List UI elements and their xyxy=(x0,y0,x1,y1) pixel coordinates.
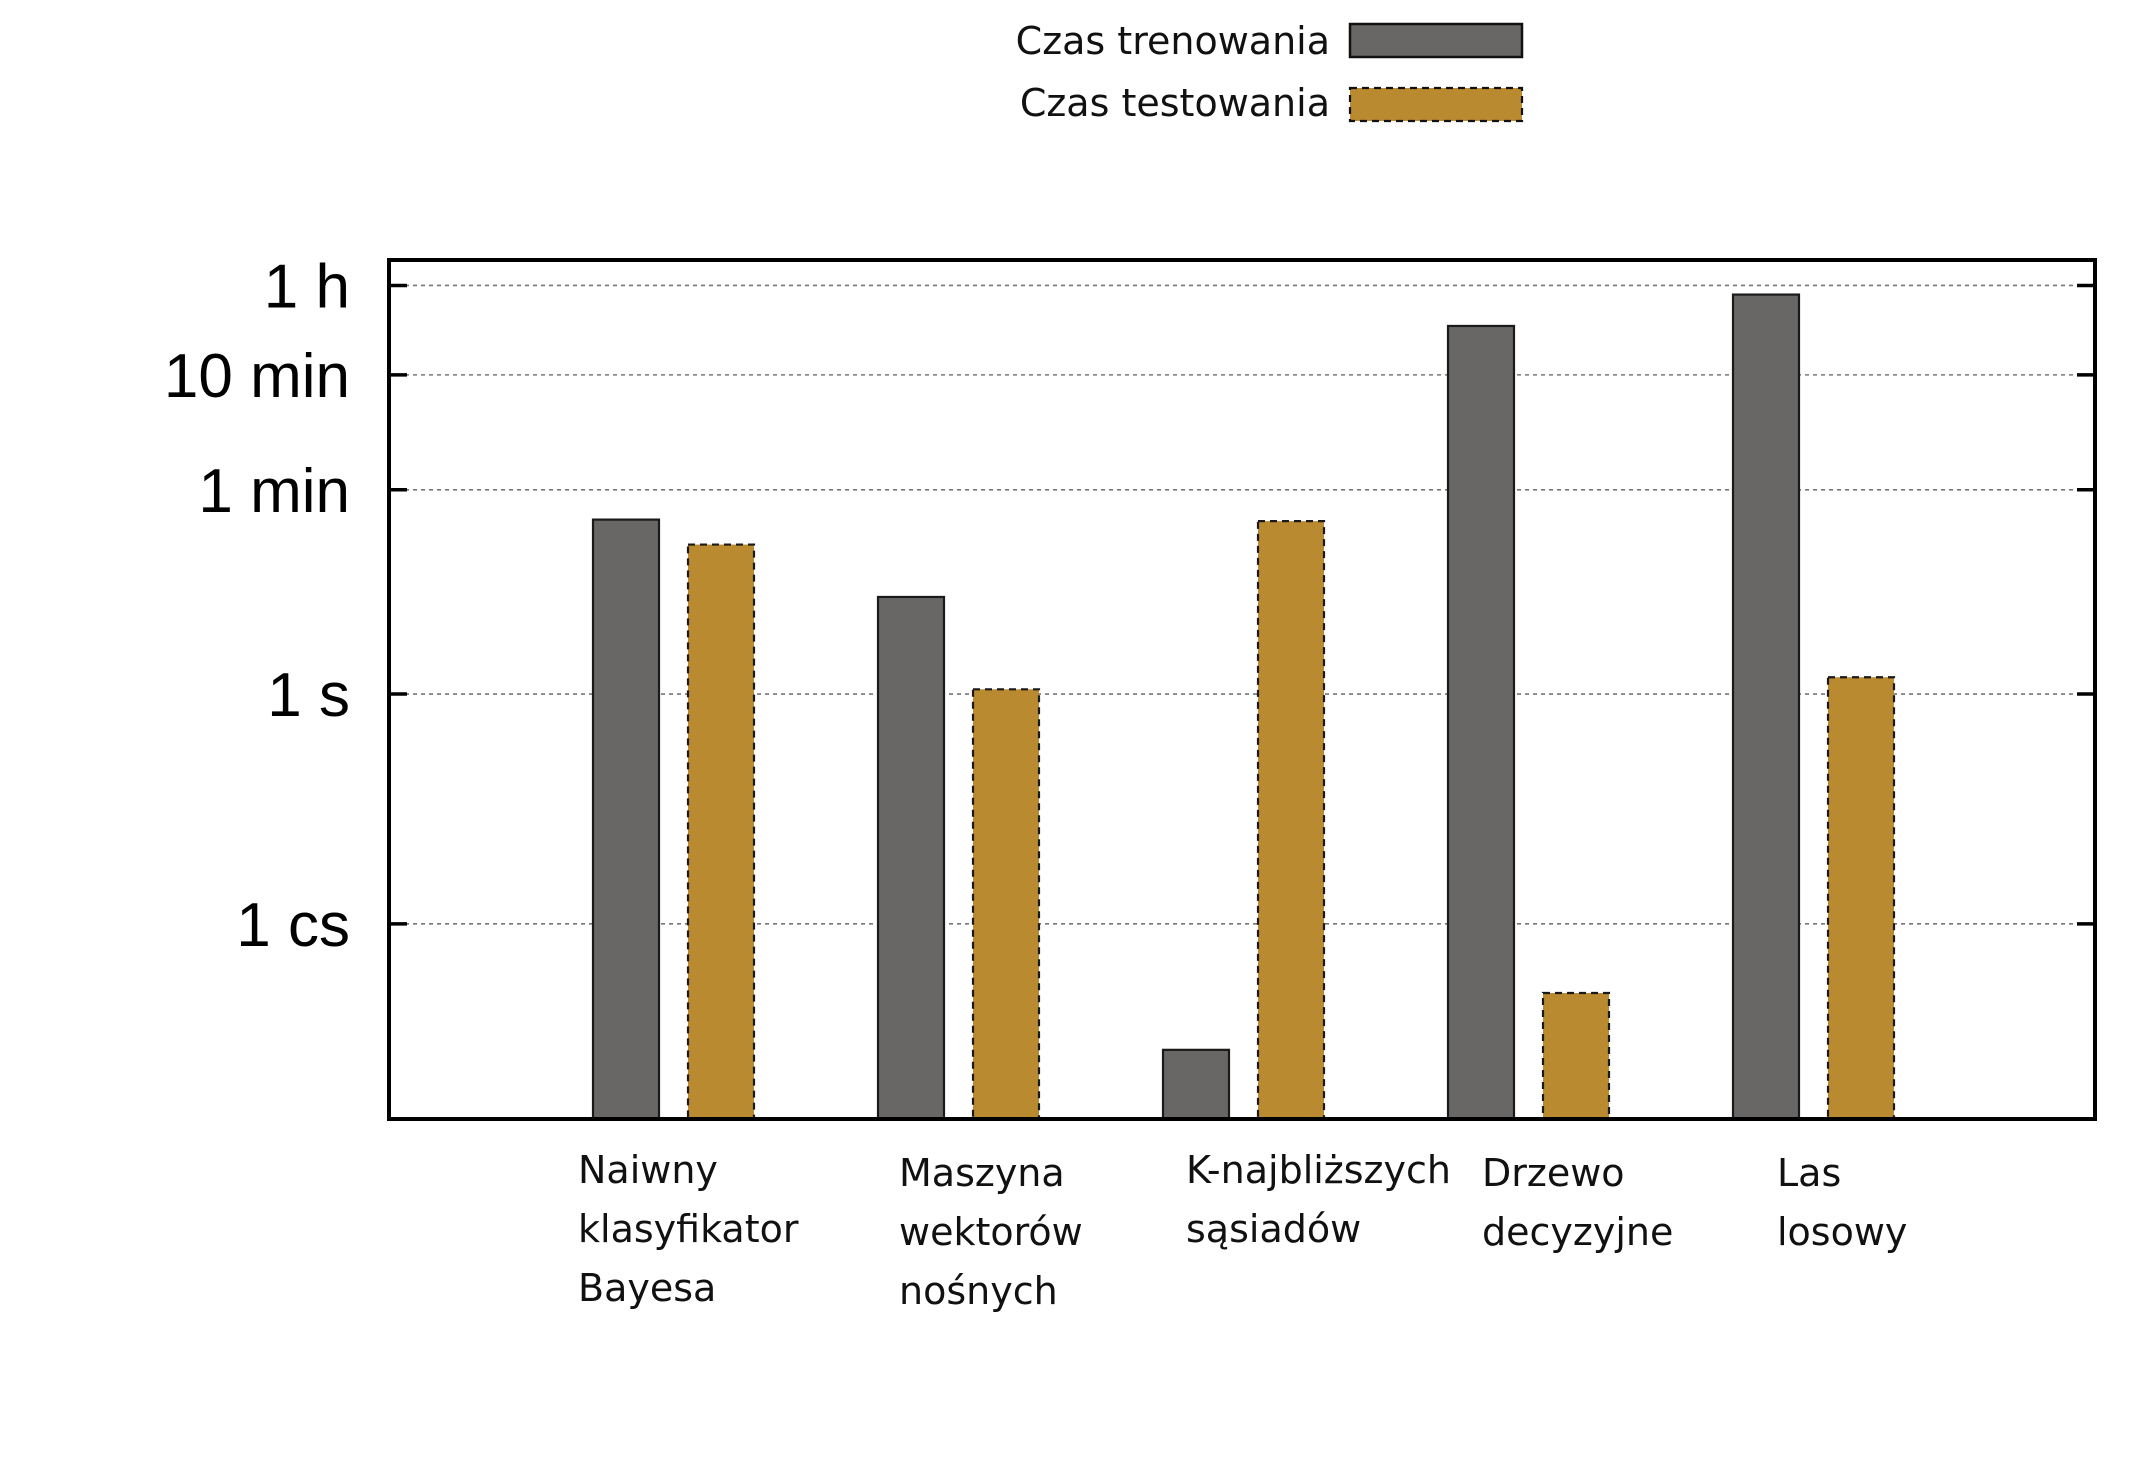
x-category-label: sąsiadów xyxy=(1186,1207,1361,1251)
x-category-label: Drzewo xyxy=(1482,1151,1625,1195)
x-category-label: Naiwny xyxy=(578,1148,718,1192)
x-category-label: Bayesa xyxy=(578,1266,716,1310)
legend-label-testing: Czas testowania xyxy=(1020,81,1330,125)
x-category-label: Las xyxy=(1777,1151,1841,1195)
x-category-label: nośnych xyxy=(899,1269,1058,1313)
bar-training-2 xyxy=(1161,1048,1231,1121)
bar-training-0 xyxy=(591,518,661,1121)
x-category-label: K-najbliższych xyxy=(1186,1148,1451,1192)
legend-swatch-testing xyxy=(1348,86,1524,123)
y-tick-label: 1 h xyxy=(264,252,350,321)
bar-training-1 xyxy=(876,595,946,1121)
bar-testing-0 xyxy=(686,543,756,1121)
bars xyxy=(591,293,1896,1121)
bar-testing-4 xyxy=(1826,676,1896,1121)
legend: Czas trenowania Czas testowania xyxy=(1016,19,1524,125)
bar-testing-1 xyxy=(971,688,1041,1121)
bar-testing-3 xyxy=(1541,991,1611,1121)
y-tick-label: 10 min xyxy=(164,342,350,411)
x-category-label: wektorów xyxy=(899,1210,1083,1254)
x-category-label: losowy xyxy=(1777,1210,1907,1254)
y-tick-label: 1 cs xyxy=(236,891,350,960)
legend-label-training: Czas trenowania xyxy=(1016,19,1330,63)
legend-swatch-training xyxy=(1348,22,1524,59)
x-category-label: decyzyjne xyxy=(1482,1210,1673,1254)
plot-frame xyxy=(387,258,2097,1121)
y-tick-label: 1 min xyxy=(198,457,350,526)
x-category-label: Maszyna xyxy=(899,1151,1065,1195)
bar-testing-2 xyxy=(1256,520,1326,1121)
bar-training-3 xyxy=(1446,324,1516,1121)
bar-training-4 xyxy=(1731,293,1801,1121)
y-tick-label: 1 s xyxy=(267,661,350,730)
x-axis-labels: Naiwny klasyfikator Bayesa Maszyna wektorów n… xyxy=(578,1148,1907,1313)
x-category-label: klasyfikator xyxy=(578,1207,799,1251)
y-axis-ticks: 1 cs 1 s 1 min 10 min 1 h xyxy=(164,252,2095,960)
